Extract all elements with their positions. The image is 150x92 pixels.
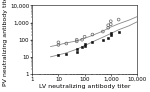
Point (110, 35, 112, 36)
Point (83, 43, 86, 45)
Point (83, 45, 86, 46)
Point (102, 39, 104, 40)
Point (110, 24, 112, 25)
Point (76, 41, 78, 42)
Point (102, 31, 104, 32)
Point (76, 51, 78, 52)
Point (107, 27, 109, 29)
Point (81, 39, 83, 40)
Point (107, 37, 109, 38)
Point (91, 34, 94, 35)
Point (107, 24, 109, 26)
Point (57, 54, 60, 56)
Point (91, 42, 94, 43)
Point (65, 43, 68, 44)
Point (57, 42, 60, 43)
Point (65, 53, 68, 55)
Point (117, 19, 120, 20)
X-axis label: LV neutralizing antibody titer: LV neutralizing antibody titer (39, 84, 130, 89)
Y-axis label: PV neutralizing antibody titer: PV neutralizing antibody titer (3, 0, 8, 86)
Point (110, 21, 112, 22)
Point (57, 44, 60, 46)
Point (76, 39, 78, 40)
Point (117, 31, 120, 32)
Point (83, 36, 86, 37)
Point (81, 46, 83, 47)
Point (110, 32, 112, 34)
Point (76, 48, 78, 49)
